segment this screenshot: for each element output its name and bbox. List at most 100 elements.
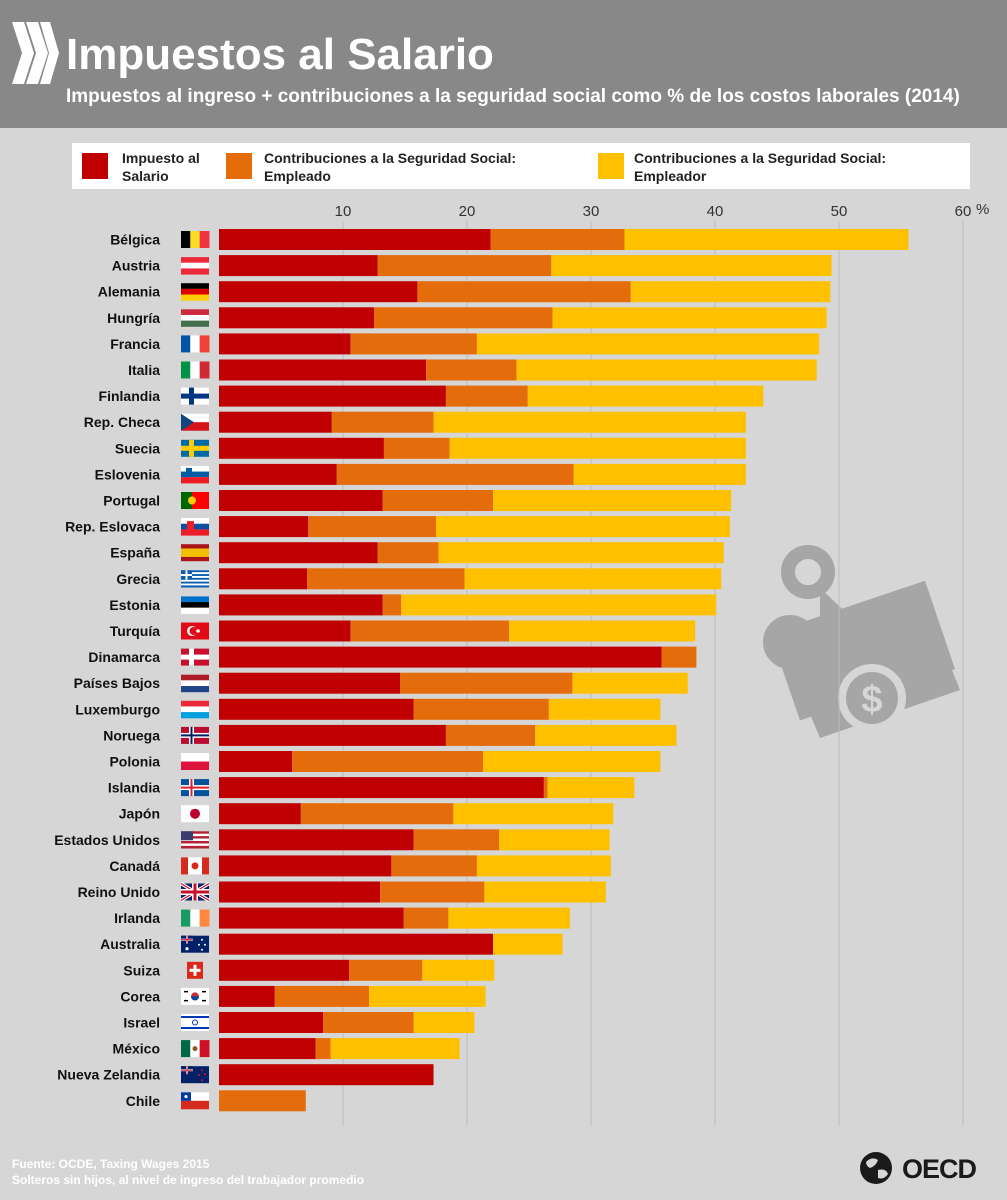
bar-empleado: [350, 620, 510, 642]
bar-empleador: [464, 568, 722, 590]
bar-empleador: [493, 933, 563, 955]
bar-empleador: [509, 620, 696, 642]
category-label: Austria: [112, 258, 160, 274]
flag-cz-icon: [181, 413, 209, 431]
legend-item-impuesto: Impuesto al Salario: [72, 143, 222, 189]
bar-impuesto: [219, 359, 427, 381]
x-tick-label-bottom: 10: [335, 1144, 352, 1145]
flag-il-icon: [181, 1014, 209, 1031]
flag-es-icon: [181, 544, 209, 562]
bar-impuesto: [219, 307, 374, 329]
legend-item-empleador: Contribuciones a la Seguridad Social: Em…: [592, 143, 970, 189]
bar-empleador: [548, 698, 661, 720]
bar-empleado: [403, 907, 449, 929]
category-label: Islandia: [108, 780, 160, 796]
category-label: Países Bajos: [74, 675, 161, 691]
flag-no-icon: [181, 726, 209, 744]
bar-empleado: [490, 229, 625, 250]
flag-hu-icon: [181, 309, 209, 327]
bar-empleado: [323, 1012, 414, 1033]
bar-empleado: [661, 646, 697, 668]
globe-icon: [860, 1152, 892, 1184]
bar-empleado: [413, 698, 549, 720]
category-label: Noruega: [103, 727, 160, 743]
legend-item-empleado: Contribuciones a la Seguridad Social: Em…: [222, 143, 592, 189]
bar-impuesto: [219, 777, 544, 799]
x-tick-label-top: 10: [335, 203, 352, 220]
bar-impuesto: [219, 959, 350, 981]
category-label: México: [113, 1041, 160, 1057]
bar-impuesto: [219, 437, 384, 459]
flag-ee-icon: [181, 596, 209, 614]
category-label: Estonia: [109, 597, 160, 613]
bar-impuesto: [219, 229, 491, 250]
bar-empleador: [476, 333, 820, 355]
bar-empleado: [383, 437, 450, 459]
legend-label-impuesto: Impuesto al Salario: [122, 149, 422, 185]
legend-label-impuesto-line2: Salario: [122, 168, 169, 184]
bar-empleado: [380, 881, 485, 903]
page-title: Impuestos al Salario: [66, 30, 494, 79]
bar-impuesto: [219, 855, 392, 877]
category-label: Turquía: [110, 623, 161, 639]
bar-empleador: [453, 803, 614, 825]
bar-empleador: [433, 411, 746, 433]
bar-empleador: [476, 855, 611, 877]
x-tick-label-top: 50: [831, 203, 848, 220]
flag-nz-icon: [181, 1066, 209, 1084]
bar-empleador: [572, 672, 688, 694]
bar-empleador: [624, 229, 909, 250]
bar-empleado: [445, 724, 536, 746]
oecd-logo-text: OECD: [902, 1154, 977, 1184]
bar-empleador: [493, 490, 732, 511]
bar-empleado: [391, 855, 477, 877]
bar-empleado: [377, 542, 439, 564]
category-label: Polonia: [109, 754, 160, 770]
category-label: Corea: [120, 988, 160, 1004]
flag-kr-icon: [181, 987, 209, 1005]
category-label: Estados Unidos: [54, 832, 160, 848]
bar-impuesto: [219, 516, 309, 538]
bar-empleado: [315, 1038, 331, 1060]
unit-label-top: %: [976, 201, 989, 218]
header-banner: Impuestos al Salario Impuestos al ingres…: [0, 0, 1007, 128]
category-label: Suecia: [115, 440, 160, 456]
flag-tr-icon: [181, 622, 209, 640]
bar-empleado: [349, 959, 423, 981]
flag-cl-icon: [181, 1092, 209, 1110]
bar-impuesto: [219, 933, 494, 955]
category-label: Dinamarca: [88, 649, 160, 665]
legend-swatch-empleador: [598, 153, 624, 179]
category-label: Francia: [110, 336, 160, 352]
bar-empleado: [331, 411, 434, 433]
flag-se-icon: [181, 439, 209, 457]
category-label: Luxemburgo: [75, 701, 160, 717]
flag-si-icon: [181, 465, 209, 484]
unit-label-bottom: %: [976, 1142, 989, 1145]
bar-impuesto: [219, 463, 337, 485]
bar-impuesto: [219, 881, 381, 903]
svg-text:$: $: [861, 679, 882, 721]
bar-empleador: [484, 881, 606, 903]
x-tick-label-bottom: 30: [583, 1144, 600, 1145]
flag-sk-icon: [181, 518, 209, 536]
bar-empleado: [377, 255, 552, 277]
bar-empleado: [426, 359, 517, 381]
flag-de-icon: [181, 283, 209, 301]
flag-dk-icon: [181, 648, 209, 666]
bar-empleador: [448, 907, 570, 929]
bar-empleado: [543, 777, 548, 799]
bar-impuesto: [219, 985, 275, 1007]
category-label: Rep. Checa: [84, 414, 160, 430]
flag-pl-icon: [181, 753, 209, 770]
category-label: Suiza: [123, 962, 160, 978]
x-tick-label-top: 40: [707, 203, 724, 220]
legend-label-empleado-line1: Contribuciones a la Seguridad Social:: [264, 150, 517, 166]
bar-impuesto: [219, 542, 378, 564]
bar-impuesto: [219, 594, 383, 616]
bar-empleador: [401, 594, 717, 616]
bar-impuesto: [219, 568, 308, 590]
legend-label-impuesto-line1: Impuesto al: [122, 150, 200, 166]
flag-ca-icon: [181, 857, 209, 875]
bar-impuesto: [219, 1012, 324, 1033]
